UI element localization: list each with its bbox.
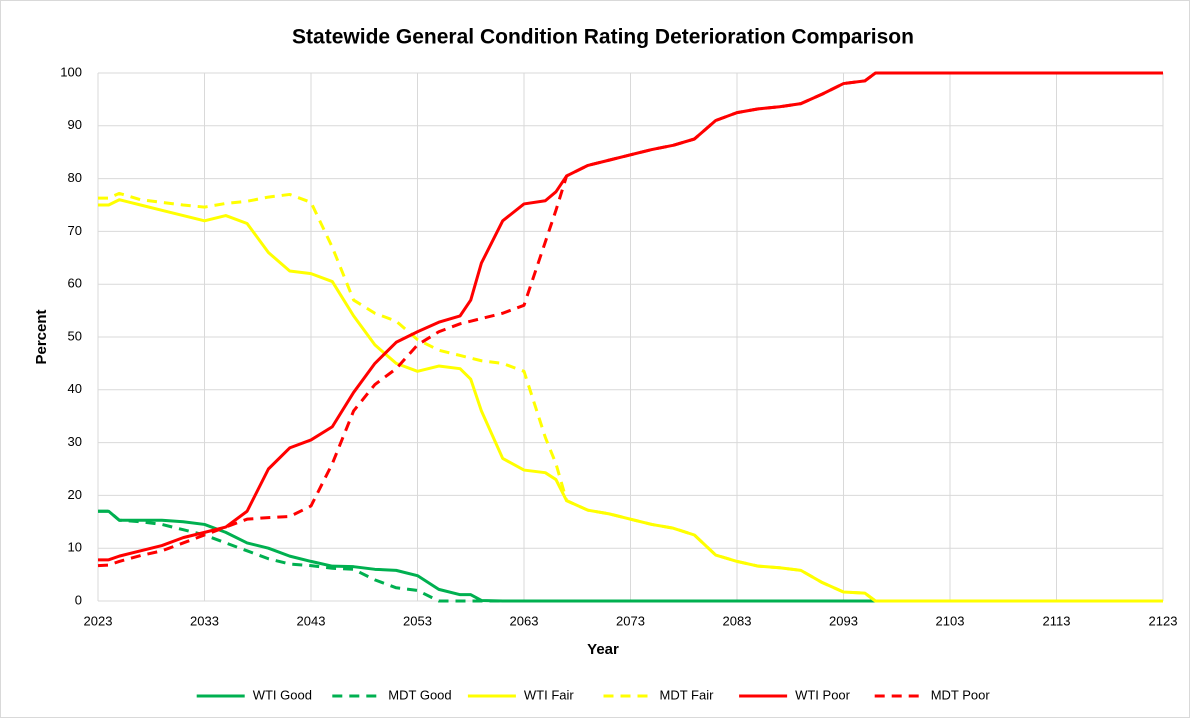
x-tick-label: 2113 bbox=[1043, 613, 1071, 628]
legend-label: WTI Good bbox=[253, 687, 312, 702]
legend-label: WTI Fair bbox=[524, 687, 574, 702]
x-tick-label: 2083 bbox=[723, 613, 752, 628]
y-tick-label: 20 bbox=[68, 487, 82, 502]
y-tick-label: 80 bbox=[68, 170, 82, 185]
legend-label: MDT Poor bbox=[931, 687, 991, 702]
y-tick-label: 70 bbox=[68, 223, 82, 238]
y-tick-label: 10 bbox=[68, 540, 82, 555]
y-tick-label: 60 bbox=[68, 276, 82, 291]
x-tick-label: 2063 bbox=[510, 613, 539, 628]
series-line bbox=[98, 198, 1163, 603]
series-line bbox=[97, 71, 1163, 568]
x-tick-label: 2033 bbox=[190, 613, 219, 628]
y-tick-label: 30 bbox=[68, 434, 82, 449]
series-line bbox=[98, 509, 1163, 603]
series-line bbox=[98, 71, 1163, 562]
y-tick-label: 40 bbox=[68, 381, 82, 396]
y-tick-label: 0 bbox=[75, 592, 82, 607]
x-tick-label: 2053 bbox=[403, 613, 432, 628]
legend-label: MDT Fair bbox=[660, 687, 715, 702]
legend-label: WTI Poor bbox=[795, 687, 851, 702]
y-tick-label: 50 bbox=[68, 328, 82, 343]
x-tick-label: 2103 bbox=[936, 613, 965, 628]
x-tick-label: 2043 bbox=[297, 613, 326, 628]
x-tick-label: 2073 bbox=[616, 613, 645, 628]
x-tick-label: 2023 bbox=[84, 613, 113, 628]
legend-label: MDT Good bbox=[388, 687, 451, 702]
y-axis-title: Percent bbox=[33, 309, 50, 364]
y-tick-label: 100 bbox=[60, 64, 82, 79]
chart-title: Statewide General Condition Rating Deter… bbox=[292, 26, 914, 49]
x-tick-label: 2093 bbox=[829, 613, 858, 628]
x-tick-label: 2123 bbox=[1149, 613, 1178, 628]
x-axis-title: Year bbox=[587, 641, 619, 658]
series-line bbox=[98, 191, 1163, 603]
y-tick-label: 90 bbox=[68, 117, 82, 132]
